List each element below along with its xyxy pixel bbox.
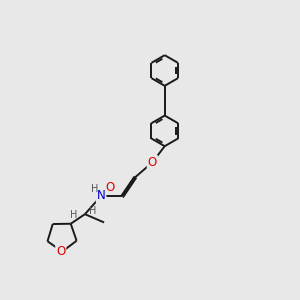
Text: H: H [91,184,98,194]
Text: O: O [56,245,65,258]
Text: O: O [148,156,157,169]
Text: H: H [70,211,77,220]
Text: N: N [97,189,106,203]
Text: O: O [105,181,114,194]
Text: H: H [89,206,96,216]
